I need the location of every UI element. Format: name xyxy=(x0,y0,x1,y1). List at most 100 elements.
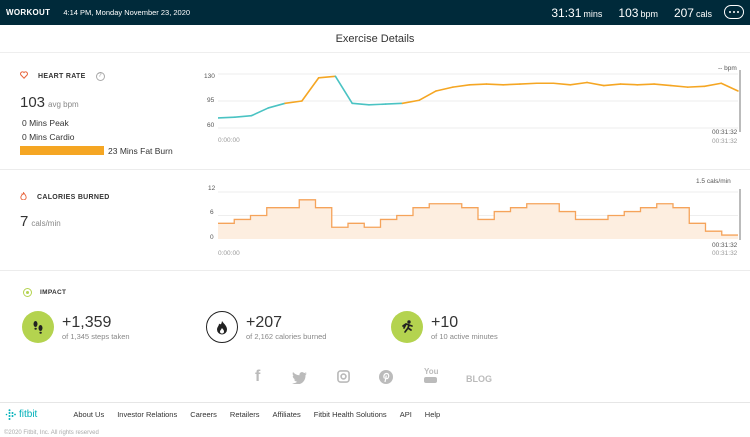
hr-line-segment xyxy=(720,82,739,92)
calories-chart xyxy=(218,189,741,240)
runner-icon xyxy=(391,311,423,343)
heart-icon xyxy=(20,71,28,81)
fitbit-logo[interactable]: fitbit xyxy=(5,409,37,420)
impact-calories-value: +207 xyxy=(246,313,283,331)
hr-line-segment xyxy=(670,84,689,88)
impact-steps-value: +1,359 xyxy=(62,313,112,331)
footer-link-about[interactable]: About Us xyxy=(73,410,105,419)
footer-link-investor[interactable]: Investor Relations xyxy=(117,410,178,419)
hr-line-segment xyxy=(351,102,370,106)
hr-line-segment xyxy=(452,84,471,88)
top-bar: WORKOUT 4:14 PM, Monday November 23, 202… xyxy=(0,0,750,25)
twitter-icon[interactable] xyxy=(292,371,307,387)
section-divider xyxy=(0,270,750,271)
footer-link-retailers[interactable]: Retailers xyxy=(229,410,260,419)
hr-line-segment xyxy=(435,86,454,92)
cal-xtick-start: 0:00:00 xyxy=(218,250,240,257)
fat-burn-minutes: 23 Mins Fat Burn xyxy=(108,146,173,156)
hr-current-label: -- bpm xyxy=(718,65,737,72)
cal-ytick-top: 12 xyxy=(208,185,216,192)
hr-ytick-mid: 95 xyxy=(207,97,215,104)
cal-step-line xyxy=(218,199,738,236)
hr-line-segment xyxy=(703,82,723,88)
footer-link-careers[interactable]: Careers xyxy=(190,410,217,419)
hr-xtick-start: 0:00:00 xyxy=(218,137,240,144)
footer-link-help[interactable]: Help xyxy=(424,410,441,419)
footer-link-api[interactable]: API xyxy=(399,410,412,419)
hr-line-segment xyxy=(636,83,655,86)
impact-active-minutes: +10 of 10 active minutes xyxy=(391,311,498,343)
workout-brand: WORKOUT xyxy=(6,8,51,17)
copyright: ©2020 Fitbit, Inc. All rights reserved xyxy=(4,430,99,436)
hr-line-segment xyxy=(284,100,303,105)
avg-heart-rate: 103 avg bpm xyxy=(20,94,79,111)
hr-xtick-end-secondary: 00:31:32 xyxy=(712,138,738,145)
cal-xtick-end-secondary: 00:31:32 xyxy=(712,250,738,257)
bpm-stat: 103 bpm xyxy=(618,5,658,20)
cal-ytick-bottom: 0 xyxy=(210,234,214,241)
hr-line-segment xyxy=(401,99,421,105)
hr-line-segment xyxy=(485,83,504,86)
youtube-icon[interactable]: You xyxy=(424,368,439,383)
hr-line-segment xyxy=(586,81,605,87)
hr-line-segment xyxy=(250,107,270,117)
hr-line-segment xyxy=(418,90,437,102)
hr-line-segment xyxy=(502,83,521,86)
hr-line-segment xyxy=(552,82,572,86)
header-stats: 31:31 mins 103 bpm 207 cals xyxy=(551,0,712,25)
cal-xtick-end: 00:31:32 xyxy=(712,242,738,249)
calories-per-minute: 7 cals/min xyxy=(20,213,61,230)
cal-ytick-mid: 6 xyxy=(210,209,214,216)
section-divider xyxy=(0,169,750,170)
hr-line-segment xyxy=(334,75,353,105)
hr-line-segment xyxy=(267,102,286,109)
impact-steps: +1,359 of 1,345 steps taken xyxy=(22,311,130,343)
impact-active-value: +10 xyxy=(431,313,459,331)
hr-ytick-top: 130 xyxy=(204,73,215,80)
hr-line-segment xyxy=(368,103,387,106)
hr-line-segment xyxy=(384,102,404,105)
impact-active-sub: of 10 active minutes xyxy=(431,331,498,341)
pinterest-icon[interactable] xyxy=(379,370,393,387)
hr-line-segment xyxy=(619,83,639,86)
impact-calories-sub: of 2,162 calories burned xyxy=(246,331,327,341)
instagram-icon[interactable] xyxy=(337,370,350,386)
cal-current-label: 1.5 cals/min xyxy=(696,178,731,185)
hr-line-segment xyxy=(569,81,588,86)
hr-line-segment xyxy=(301,77,320,102)
help-icon[interactable]: ? xyxy=(95,71,105,81)
impact-label: IMPACT xyxy=(23,288,66,297)
hr-line-segment xyxy=(218,116,236,119)
hr-line-segment xyxy=(686,85,706,88)
blog-link[interactable]: BLOG xyxy=(466,374,492,384)
duration-stat: 31:31 mins xyxy=(551,5,603,20)
facebook-icon[interactable]: f xyxy=(255,368,261,385)
hr-ytick-bottom: 60 xyxy=(207,122,215,129)
footer: fitbit About Us Investor Relations Caree… xyxy=(0,402,750,426)
heart-rate-label: HEART RATE ? xyxy=(20,71,105,81)
peak-minutes: 0 Mins Peak xyxy=(22,118,69,128)
fitbit-logo-icon xyxy=(5,409,16,420)
more-options-icon[interactable] xyxy=(724,5,744,19)
hr-line-segment xyxy=(653,83,672,87)
hr-xtick-end: 00:31:32 xyxy=(712,129,738,136)
impact-steps-sub: of 1,345 steps taken xyxy=(62,331,130,341)
target-icon xyxy=(23,288,32,297)
flame-small-icon xyxy=(20,191,27,202)
cardio-minutes: 0 Mins Cardio xyxy=(22,132,75,142)
calories-label: CALORIES BURNED xyxy=(20,191,110,202)
hr-line-segment xyxy=(317,75,337,79)
hr-line-segment xyxy=(468,83,488,86)
flame-icon xyxy=(206,311,238,343)
workout-datetime: 4:14 PM, Monday November 23, 2020 xyxy=(63,8,191,17)
page-title: Exercise Details xyxy=(0,25,750,53)
cals-stat: 207 cals xyxy=(673,5,712,20)
fat-burn-bar xyxy=(20,146,104,155)
footsteps-icon xyxy=(22,311,54,343)
hr-line-segment xyxy=(519,82,538,85)
footer-link-affiliates[interactable]: Affiliates xyxy=(272,410,301,419)
heart-rate-chart xyxy=(218,70,741,132)
hr-line-segment xyxy=(603,83,622,87)
footer-link-health-solutions[interactable]: Fitbit Health Solutions xyxy=(313,410,387,419)
impact-calories: +207 of 2,162 calories burned xyxy=(206,311,326,343)
